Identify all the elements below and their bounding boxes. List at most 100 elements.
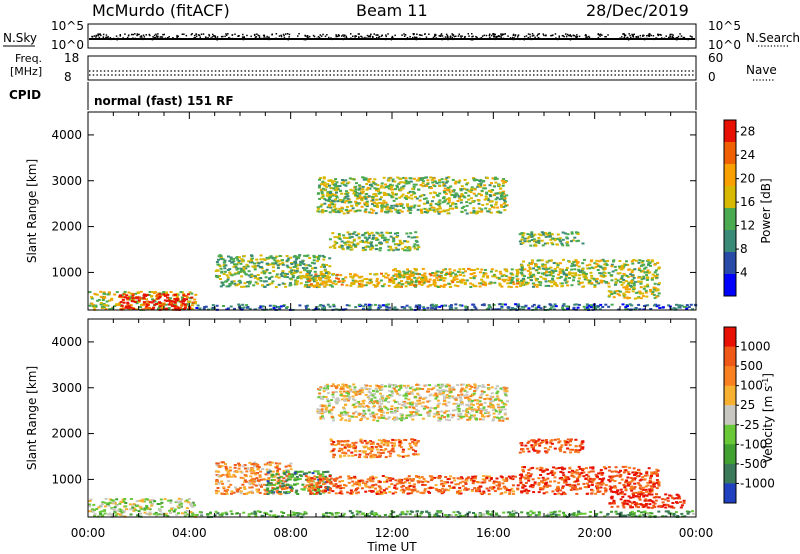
power-echo-cell [643, 305, 646, 307]
velocity-echo-cell [373, 513, 377, 516]
power-echo-cell [284, 285, 288, 288]
velocity-echo-cell [238, 463, 242, 466]
power-echo-cell [283, 275, 287, 278]
power-echo-cell [94, 304, 98, 307]
velocity-echo-cell [275, 473, 279, 476]
power-echo-cell [494, 203, 498, 206]
velocity-echo-cell [589, 511, 592, 513]
power-echo-cell [417, 188, 421, 191]
nsky-dot [95, 34, 98, 37]
velocity-echo-cell [112, 508, 116, 511]
power-echo-cell [323, 275, 327, 277]
nsky-dot [318, 36, 321, 39]
velocity-echo-cell [314, 490, 318, 493]
power-echo-cell [543, 305, 547, 308]
power-echo-cell [304, 264, 308, 267]
velocity-echo-cell [648, 512, 652, 515]
nsky-dot [285, 33, 287, 35]
velocity-echo-cell [135, 505, 139, 507]
nsky-dot [337, 34, 340, 36]
velocity-echo-cell [288, 465, 292, 468]
velocity-echo-cell [378, 514, 382, 517]
velocity-echo-cell [110, 507, 114, 510]
power-echo-cell [264, 270, 268, 273]
nsky-dot [628, 33, 630, 35]
nsky-dot [358, 33, 360, 35]
velocity-echo-cell [456, 384, 460, 387]
velocity-echo-cell [226, 471, 230, 474]
power-echo-cell [412, 245, 416, 248]
power-echo-cell [317, 285, 321, 288]
velocity-echo-cell [99, 513, 103, 515]
power-echo-cell [139, 306, 143, 309]
power-echo-cell [97, 298, 101, 301]
power-echo-cell [226, 269, 230, 271]
velocity-echo-cell [485, 397, 489, 400]
velocity-echo-cell [317, 473, 321, 476]
nsky-dot [642, 34, 644, 37]
power-echo-cell [518, 233, 522, 236]
power-echo-cell [667, 304, 671, 307]
power-echo-cell [396, 283, 400, 286]
power-echo-cell [423, 197, 426, 200]
power-echo-cell [484, 284, 488, 287]
nsky-dot [193, 37, 195, 39]
nsky-dot [377, 34, 379, 36]
nsky-dot [432, 36, 435, 39]
velocity-echo-cell [508, 511, 512, 514]
velocity-echo-cell [433, 515, 437, 518]
power-echo-cell [336, 188, 340, 190]
velocity-echo-cell [225, 469, 229, 472]
velocity-echo-cell [280, 485, 284, 488]
power-echo-cell [220, 281, 224, 284]
power-echo-cell [292, 272, 296, 274]
velocity-echo-cell [112, 501, 115, 504]
power-echo-cell [308, 269, 312, 272]
velocity-echo-cell [221, 461, 225, 464]
power-echo-cell [539, 275, 543, 278]
velocity-echo-cell [276, 480, 280, 483]
velocity-echo-cell [497, 406, 501, 409]
velocity-echo-cell [549, 511, 553, 514]
velocity-echo-cell [148, 512, 152, 515]
power-echo-cell [322, 256, 326, 258]
nsky-dot [652, 35, 655, 37]
power-echo-cell [589, 306, 593, 309]
power-echo-cell [249, 276, 253, 279]
velocity-echo-cell [179, 498, 183, 501]
velocity-echo-cell [577, 510, 581, 513]
power-echo-cell [622, 286, 626, 289]
power-echo-cell [376, 206, 379, 209]
nsky-dot [500, 35, 502, 37]
nsky-dot [531, 35, 534, 37]
velocity-echo-cell [145, 512, 149, 515]
power-echo-cell [233, 282, 237, 285]
power-echo-cell [462, 279, 466, 282]
velocity-echo-cell [494, 387, 498, 390]
power-echo-cell [102, 291, 106, 294]
power-echo-cell [158, 295, 162, 298]
velocity-echo-cell [435, 413, 439, 416]
velocity-echo-cell [365, 417, 369, 420]
power-echo-cell [331, 203, 335, 206]
velocity-echo-cell [150, 504, 154, 507]
power-echo-cell [400, 275, 404, 278]
velocity-echo-cell [102, 509, 106, 512]
power-echo-cell [520, 305, 524, 308]
power-echo-cell [548, 274, 552, 277]
velocity-echo-cell [437, 413, 440, 416]
power-echo-cell [657, 304, 661, 307]
power-echo-cell [560, 285, 564, 287]
velocity-echo-cell [268, 484, 272, 487]
power-echo-cell [289, 256, 293, 259]
power-echo-cell [320, 196, 324, 199]
power-echo-cell [565, 269, 568, 271]
power-echo-cell [367, 179, 370, 182]
velocity-echo-cell [606, 512, 610, 515]
power-echo-cell [644, 289, 648, 292]
power-echo-cell [375, 198, 379, 201]
power-echo-cell [221, 284, 225, 287]
velocity-echo-cell [322, 471, 326, 473]
power-echo-cell [173, 298, 177, 301]
power-echo-cell [303, 254, 307, 257]
